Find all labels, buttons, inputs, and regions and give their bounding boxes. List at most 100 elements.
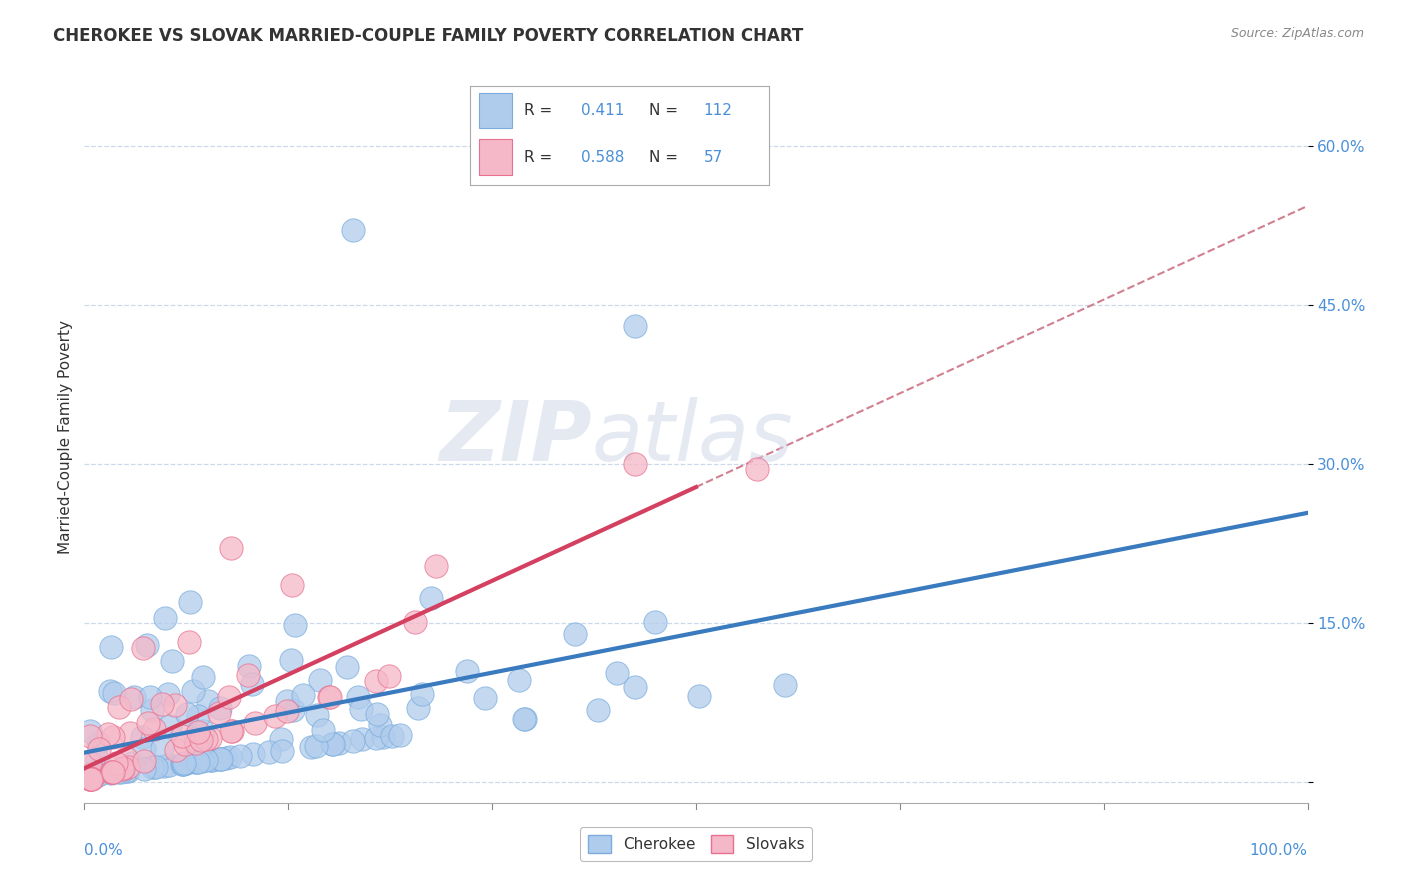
Point: [186, 755, 208, 769]
Point: [79, 729, 101, 743]
Point: [177, 635, 200, 649]
Point: [406, 701, 429, 715]
Point: [184, 736, 207, 750]
Point: [347, 690, 370, 704]
Point: [368, 717, 391, 731]
Point: [135, 638, 157, 652]
Point: [209, 752, 232, 766]
Point: [229, 749, 252, 764]
Point: [219, 723, 242, 738]
Point: [143, 722, 166, 736]
Point: [139, 690, 162, 704]
Point: [105, 756, 128, 771]
Point: [176, 756, 198, 770]
Point: [190, 732, 212, 747]
Point: [242, 747, 264, 762]
Point: [209, 751, 232, 765]
Point: [80, 772, 103, 787]
Point: [364, 673, 387, 688]
Point: [120, 691, 142, 706]
Point: [190, 754, 212, 768]
Point: [173, 737, 195, 751]
Point: [198, 731, 221, 746]
Point: [101, 764, 124, 779]
Point: [87, 767, 110, 781]
Point: [208, 700, 231, 714]
Point: [586, 702, 609, 716]
Point: [101, 764, 124, 779]
Point: [270, 732, 292, 747]
Point: [184, 755, 207, 769]
Point: [162, 654, 184, 668]
Point: [350, 701, 373, 715]
Point: [103, 685, 125, 699]
Point: [336, 660, 359, 674]
Point: [321, 737, 343, 751]
Point: [299, 739, 322, 754]
Point: [179, 594, 201, 608]
Point: [183, 683, 205, 698]
Point: [131, 730, 153, 744]
Point: [117, 759, 139, 773]
Point: [100, 765, 122, 780]
Point: [352, 731, 374, 746]
Point: [153, 759, 176, 773]
Point: [98, 684, 121, 698]
Point: [173, 756, 195, 771]
Point: [425, 558, 447, 573]
Point: [219, 541, 242, 556]
Point: [176, 706, 198, 721]
Point: [291, 688, 314, 702]
Point: [79, 772, 101, 787]
Point: [342, 734, 364, 748]
Point: [170, 729, 193, 743]
Point: [156, 687, 179, 701]
Point: [456, 664, 478, 678]
Point: [142, 760, 165, 774]
Point: [121, 756, 143, 771]
Point: [122, 690, 145, 704]
Point: [322, 737, 344, 751]
Point: [100, 640, 122, 655]
Legend: Cherokee, Slovaks: Cherokee, Slovaks: [581, 827, 811, 861]
Point: [111, 762, 134, 776]
Point: [513, 712, 536, 726]
Point: [83, 768, 105, 782]
Text: CHEROKEE VS SLOVAK MARRIED-COUPLE FAMILY POVERTY CORRELATION CHART: CHEROKEE VS SLOVAK MARRIED-COUPLE FAMILY…: [53, 27, 804, 45]
Point: [132, 742, 155, 756]
Point: [371, 731, 394, 745]
Point: [281, 578, 304, 592]
Point: [79, 724, 101, 739]
Point: [195, 732, 218, 747]
Point: [187, 755, 209, 769]
Point: [101, 765, 124, 780]
Point: [86, 767, 108, 781]
Point: [79, 772, 101, 787]
Point: [381, 729, 404, 743]
Point: [276, 694, 298, 708]
Point: [103, 731, 125, 745]
Point: [307, 708, 329, 723]
Point: [263, 708, 285, 723]
Point: [172, 756, 194, 771]
Point: [197, 694, 219, 708]
Point: [389, 728, 412, 742]
Point: [100, 765, 122, 780]
Point: [623, 680, 645, 694]
Point: [91, 761, 114, 775]
Text: 100.0%: 100.0%: [1250, 843, 1308, 858]
Point: [688, 690, 710, 704]
Point: [606, 666, 628, 681]
Point: [145, 760, 167, 774]
Point: [172, 756, 194, 771]
Point: [644, 615, 666, 629]
Point: [132, 641, 155, 656]
Point: [150, 740, 173, 755]
Point: [165, 698, 187, 712]
Point: [115, 751, 138, 765]
Point: [136, 716, 159, 731]
Point: [111, 761, 134, 775]
Point: [97, 727, 120, 741]
Point: [79, 772, 101, 787]
Point: [79, 767, 101, 781]
